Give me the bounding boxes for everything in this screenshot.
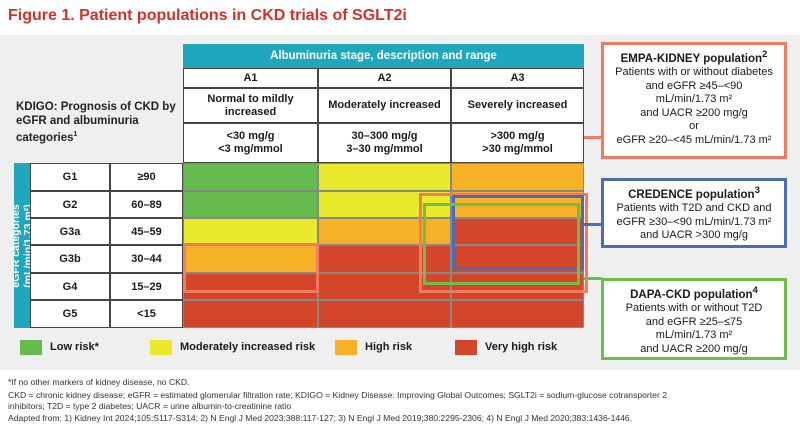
dapa-line-1: Patients with or without T2D [625, 302, 763, 315]
empa-line-6: eGFR ≥20–<45 mL/min/1.73 m² [616, 133, 772, 146]
credence-line-2: eGFR ≥30–<90 mL/min/1.73 m² [616, 215, 772, 228]
row-g2-range: 60–89 [110, 191, 183, 218]
row-g3b-range: 30–44 [110, 245, 183, 273]
legend-label-very-high: Very high risk [485, 341, 558, 353]
risk-cell-g4-a1 [183, 273, 318, 300]
col-a1-range-mgmmol: <3 mg/mmol [218, 143, 283, 155]
col-a3-range: >300 mg/g >30 mg/mmol [451, 123, 584, 163]
row-g3a-range: 45–59 [110, 218, 183, 245]
albuminuria-header: Albuminuria stage, description and range [183, 44, 584, 68]
row-g4-code: G4 [30, 273, 110, 300]
legend-swatch-moderate [150, 340, 172, 355]
footnote-abbreviations-2: inhibitors; T2D = type 2 diabetes; UACR … [8, 401, 292, 411]
col-a1-range: <30 mg/g <3 mg/mmol [183, 123, 318, 163]
col-a3-range-mgmmol: >30 mg/mmol [482, 143, 553, 155]
col-a3-desc: Severely increased [451, 88, 584, 123]
risk-cell-g5-a2 [318, 300, 451, 328]
egfr-axis-label-line1: eGFR categories [10, 203, 22, 288]
dapa-overlay [423, 203, 580, 285]
empa-line-4: and UACR ≥200 mg/g [640, 106, 748, 119]
dapa-title: DAPA-CKD population4 [604, 284, 784, 302]
dapa-title-sup: 4 [752, 285, 758, 296]
credence-connector [584, 223, 602, 226]
egfr-axis-bar: eGFR categories (mL/min/1.73 m²) [10, 163, 34, 328]
legend-label-low: Low risk* [50, 341, 99, 353]
footnote-references: Adapted from: 1) Kidney Int 2024;105:S11… [8, 413, 633, 423]
risk-cell-g3a-a1 [183, 218, 318, 245]
dapa-line-2: and eGFR ≥25–≤75 [645, 315, 743, 328]
credence-line-1: Patients with T2D and CKD and [616, 202, 772, 215]
empa-connector [584, 136, 602, 139]
empa-line-2: and eGFR ≥45–<90 [645, 79, 743, 92]
credence-box: CREDENCE population3 Patients with T2D a… [601, 178, 787, 248]
col-a1-range-mgg: <30 mg/g [226, 130, 275, 142]
legend-swatch-very-high [455, 340, 477, 355]
legend-swatch-high [335, 340, 357, 355]
risk-cell-g4-a2 [318, 273, 451, 300]
kdigo-title-text: KDIGO: Prognosis of CKD by eGFR and albu… [16, 101, 176, 144]
row-g4-range: 15–29 [110, 273, 183, 300]
col-a3-code: A3 [451, 68, 584, 88]
col-a2-range-mgg: 30–300 mg/g [351, 130, 418, 142]
empa-kidney-title: EMPA-KIDNEY population2 [604, 48, 784, 66]
row-g2-code: G2 [30, 191, 110, 218]
risk-cell-g1-a2 [318, 163, 451, 191]
col-a1-desc: Normal to mildly increased [183, 88, 318, 123]
empa-kidney-box: EMPA-KIDNEY population2 Patients with or… [601, 42, 787, 159]
dapa-line-3: mL/min/1.73 m² [655, 329, 733, 342]
dapa-connector [584, 277, 602, 280]
figure-title: Figure 1. Patient populations in CKD tri… [8, 7, 407, 24]
risk-cell-g2-a1 [183, 191, 318, 218]
footnote-asterisk: *If no other markers of kidney disease, … [8, 377, 190, 387]
legend-label-moderate: Moderately increased risk [180, 341, 316, 353]
empa-line-1: Patients with or without diabetes [615, 66, 773, 79]
col-a2-code: A2 [318, 68, 451, 88]
footnote-abbreviations-1: CKD = chronic kidney disease; eGFR = est… [8, 390, 667, 400]
empa-title-sup: 2 [762, 49, 768, 60]
col-a2-range-mgmmol: 3–30 mg/mmol [346, 143, 423, 155]
col-a2-desc: Moderately increased [318, 88, 451, 123]
dapa-line-4: and UACR ≥200 mg/g [640, 342, 748, 355]
credence-title-text: CREDENCE population [628, 188, 755, 201]
risk-cell-g1-a3 [451, 163, 584, 191]
empa-line-3: mL/min/1.73 m² [655, 93, 733, 106]
kdigo-title-sup: 1 [73, 131, 78, 138]
risk-cell-g1-a1 [183, 163, 318, 191]
dapa-ckd-box: DAPA-CKD population4 Patients with or wi… [601, 278, 787, 360]
credence-title: CREDENCE population3 [604, 184, 784, 202]
risk-cell-g5-a1 [183, 300, 318, 328]
risk-cell-g5-a3 [451, 300, 584, 328]
empa-title-text: EMPA-KIDNEY population [620, 52, 763, 65]
kdigo-title: KDIGO: Prognosis of CKD by eGFR and albu… [16, 100, 181, 145]
risk-cell-g3a-a3 [451, 218, 584, 245]
legend-label-high: High risk [365, 341, 413, 353]
row-g3a-code: G3a [30, 218, 110, 245]
row-g1-code: G1 [30, 163, 110, 191]
row-g5-code: G5 [30, 300, 110, 328]
risk-cell-g3a-a2 [318, 218, 451, 245]
legend-swatch-low [20, 340, 42, 355]
col-a1-code: A1 [183, 68, 318, 88]
row-g3b-code: G3b [30, 245, 110, 273]
credence-title-sup: 3 [754, 185, 760, 196]
col-a2-range: 30–300 mg/g 3–30 mg/mmol [318, 123, 451, 163]
empa-line-5: or [689, 120, 699, 133]
credence-overlay [452, 195, 584, 270]
col-a3-range-mgg: >300 mg/g [490, 130, 545, 142]
empa-overlay-low-egfr [183, 243, 319, 293]
credence-line-3: and UACR >300 mg/g [640, 229, 748, 242]
row-g1-range: ≥90 [110, 163, 183, 191]
empa-overlay-albuminuria [419, 193, 588, 293]
risk-cell-g4-a3 [451, 273, 584, 300]
row-g5-range: <15 [110, 300, 183, 328]
dapa-title-text: DAPA-CKD population [630, 288, 753, 301]
